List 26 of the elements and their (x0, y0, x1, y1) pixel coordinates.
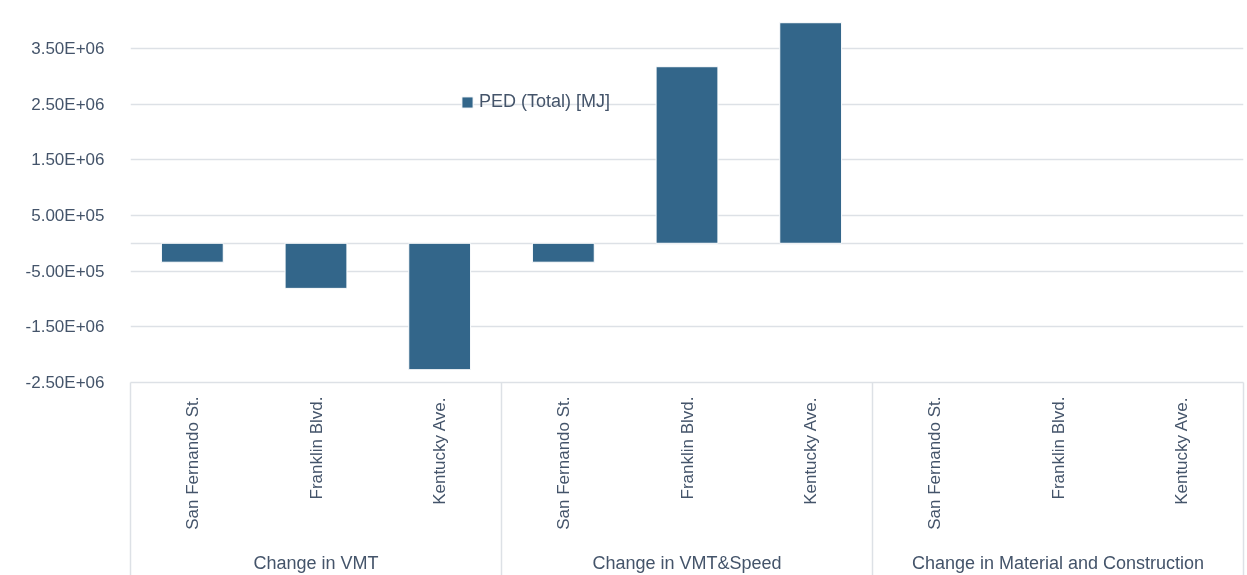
x-tick-label: San Fernando St. (924, 396, 944, 530)
y-tick-label: -2.50E+06 (25, 373, 105, 392)
x-tick-label: Franklin Blvd. (306, 396, 326, 500)
y-tick-label: -5.00E+05 (25, 261, 105, 281)
x-tick-label: San Fernando St. (553, 396, 573, 530)
bar (284, 242, 348, 289)
y-tick-label: 1.50E+06 (31, 150, 105, 170)
x-tick-label: Kentucky Ave. (1172, 397, 1192, 505)
bar (779, 22, 843, 244)
text: Change in VMT&Speed (592, 552, 782, 573)
y-tick-label: -1.50E+06 (25, 317, 105, 337)
x-tick-label: Kentucky Ave. (801, 397, 821, 505)
y-tick-label: 5.00E+05 (31, 205, 105, 225)
text: Change in Material and Construction (911, 552, 1205, 573)
text: Change in VMT (253, 552, 379, 573)
x-tick-label: San Fernando St. (182, 396, 202, 530)
bar (655, 66, 719, 244)
y-tick-label: 2.50E+06 (31, 94, 105, 114)
y-tick-label: 3.50E+06 (31, 38, 105, 58)
x-tick-label: Franklin Blvd. (677, 396, 697, 500)
bar (160, 242, 224, 263)
bar (531, 242, 595, 263)
x-tick-label: Franklin Blvd. (1048, 396, 1068, 500)
legend-label: PED (Total) [MJ] (479, 91, 611, 112)
x-tick-label: Kentucky Ave. (430, 397, 450, 505)
bar (408, 242, 472, 371)
